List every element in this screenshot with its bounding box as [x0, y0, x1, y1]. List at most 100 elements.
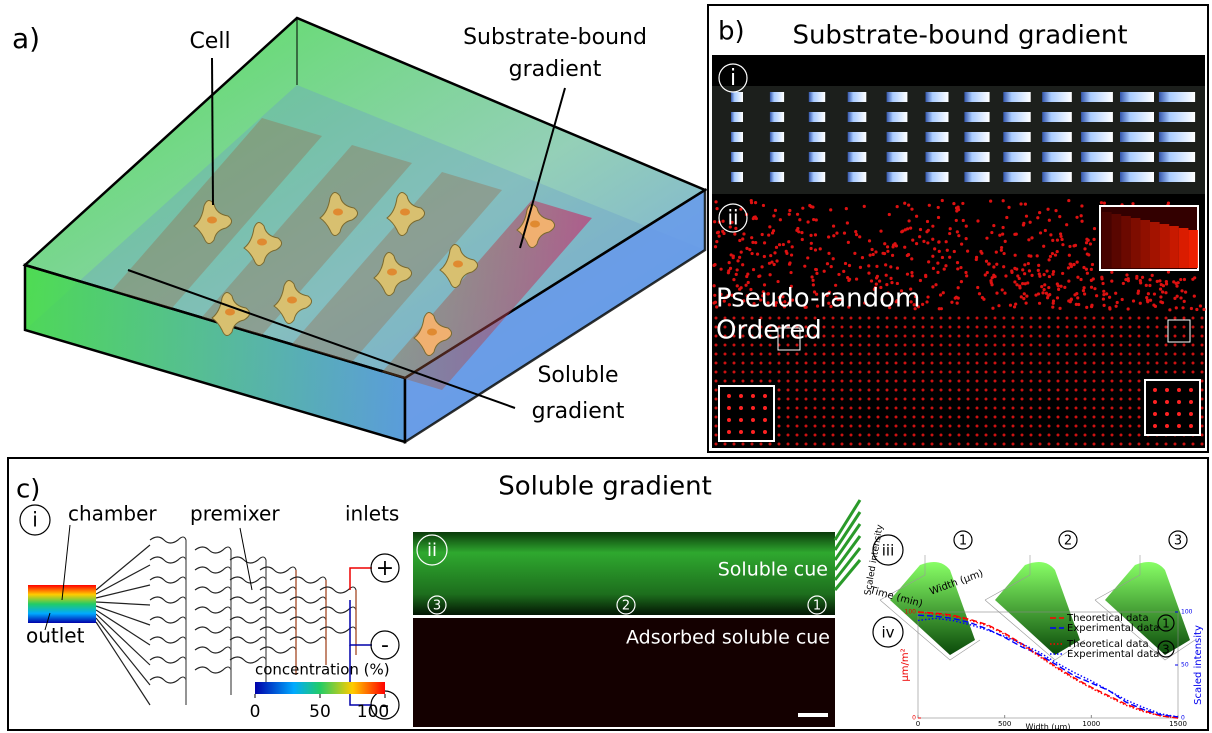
dot [958, 416, 961, 419]
strip [1081, 152, 1113, 162]
dot [884, 263, 887, 266]
dot [832, 335, 835, 338]
dot [1120, 425, 1123, 428]
dot [787, 425, 790, 428]
dot [1080, 204, 1083, 207]
circled-label: - [381, 633, 389, 658]
dot [832, 362, 835, 365]
dot [1161, 301, 1164, 304]
dot [985, 407, 988, 410]
dot [1108, 296, 1111, 299]
dot [1012, 362, 1015, 365]
dot [778, 416, 781, 419]
strip [770, 132, 784, 142]
strip [1159, 112, 1195, 122]
dot [1153, 292, 1156, 295]
dot [1075, 353, 1078, 356]
dot [1048, 344, 1051, 347]
dot [985, 362, 988, 365]
dot [763, 406, 767, 410]
y-tick-label: 0 [912, 715, 916, 722]
dot [878, 279, 881, 282]
dot [796, 389, 799, 392]
dot [994, 389, 997, 392]
dot [727, 271, 730, 274]
channel [96, 622, 150, 705]
dot [895, 380, 898, 383]
dot [1093, 287, 1096, 290]
strip [1120, 92, 1154, 102]
dot [989, 200, 992, 203]
dot [933, 247, 936, 250]
dot [1100, 276, 1103, 279]
dot [1111, 362, 1114, 365]
dot [895, 335, 898, 338]
y2-tick-label: 50 [1181, 662, 1189, 669]
dot [715, 240, 718, 243]
dot [771, 231, 774, 234]
dot [967, 371, 970, 374]
dot [1095, 294, 1098, 297]
dot [1012, 335, 1015, 338]
dot [1177, 424, 1181, 428]
dot [980, 252, 983, 255]
dot [1039, 326, 1042, 329]
dot [855, 233, 858, 236]
dot [994, 398, 997, 401]
dot [823, 371, 826, 374]
dot [748, 248, 751, 251]
dot [778, 353, 781, 356]
dot [1030, 389, 1033, 392]
dot [1084, 434, 1087, 437]
dot [874, 250, 877, 253]
circled-label: 1 [959, 534, 967, 549]
dot [1048, 434, 1051, 437]
dot [1120, 353, 1123, 356]
inset-gradient [1150, 222, 1160, 268]
dot [760, 371, 763, 374]
dot [854, 230, 857, 233]
dot [787, 380, 790, 383]
dot [1129, 425, 1132, 428]
dot [1129, 398, 1132, 401]
dot [1183, 443, 1186, 446]
dot [773, 263, 776, 266]
dot [841, 425, 844, 428]
dot [819, 247, 822, 250]
dot [1165, 412, 1169, 416]
dot [1131, 202, 1134, 205]
dot [966, 250, 969, 253]
dot [1201, 371, 1204, 374]
dot [1075, 216, 1078, 219]
dot [908, 219, 911, 222]
dot [841, 344, 844, 347]
dot [940, 398, 943, 401]
dot [1192, 362, 1195, 365]
dot [1084, 335, 1087, 338]
dot [941, 199, 944, 202]
dot [724, 362, 727, 365]
dot [823, 317, 826, 320]
dot [1075, 303, 1078, 306]
dot [994, 344, 997, 347]
dot [943, 268, 946, 271]
dot [832, 317, 835, 320]
dot [1120, 344, 1123, 347]
strip [964, 172, 989, 182]
dot [769, 371, 772, 374]
dot [721, 220, 724, 223]
dot [949, 344, 952, 347]
dot [895, 389, 898, 392]
dot [967, 389, 970, 392]
dot [756, 253, 759, 256]
dot [904, 344, 907, 347]
dot [1021, 443, 1024, 446]
dot [976, 353, 979, 356]
dot [985, 434, 988, 437]
dot [940, 335, 943, 338]
dot [742, 371, 745, 374]
dot [741, 237, 744, 240]
dot [1129, 416, 1132, 419]
dot [788, 213, 791, 216]
dot [1183, 335, 1186, 338]
